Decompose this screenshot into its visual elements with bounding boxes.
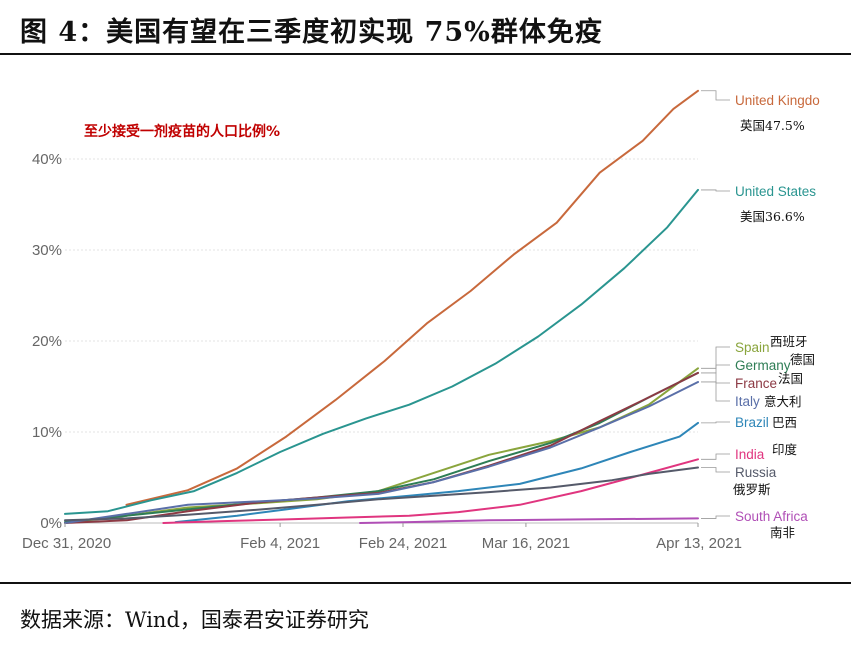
series-line-brazil xyxy=(174,421,699,524)
series-label-cn: 美国36.6% xyxy=(740,209,805,224)
series-label: Russia xyxy=(735,465,777,480)
vaccination-line-chart: 0% 10% 20% 30% 40% Dec 31, 2020 Feb 4, 2021 Fe… xyxy=(22,89,820,552)
series-label: United States xyxy=(735,184,816,199)
series-line-united-kingdom xyxy=(125,89,699,506)
series-label: India xyxy=(735,447,765,462)
series-line-russia xyxy=(64,466,699,522)
label-leader-line xyxy=(701,364,730,374)
figure-title: 图 4：美国有望在三季度初实现 75%群体免疫 xyxy=(20,17,603,48)
y-axis-labels: 0% 10% 20% 30% 40% xyxy=(32,151,62,532)
y-tick-label: 40% xyxy=(32,151,62,168)
series-label: Italy xyxy=(735,394,760,409)
series-line-germany xyxy=(64,371,699,524)
series-labels: United Kingdo 英国47.5% United States 美国36.6%… xyxy=(701,90,820,540)
y-tick-label: 0% xyxy=(40,515,62,532)
series-label: United Kingdo xyxy=(735,93,820,108)
series-label-cn: 俄罗斯 xyxy=(733,482,771,497)
series-label-cn: 英国47.5% xyxy=(740,118,805,133)
series-label: South Africa xyxy=(735,509,808,524)
series-line-italy xyxy=(64,381,699,524)
label-leader-line xyxy=(701,372,730,384)
series-label-cn: 意大利 xyxy=(764,394,802,409)
x-tick-label: Feb 4, 2021 xyxy=(240,535,320,552)
label-leader-line xyxy=(701,515,730,519)
series-line-france xyxy=(64,371,699,524)
chart-annotation: 至少接受一剂疫苗的人口比例% xyxy=(84,123,280,140)
x-tick-label: Dec 31, 2020 xyxy=(22,535,111,552)
series-label-cn: 印度 xyxy=(772,442,798,457)
y-tick-label: 10% xyxy=(32,424,62,441)
series-lines xyxy=(64,89,699,524)
series-label: Germany xyxy=(735,358,791,373)
source-rule xyxy=(0,582,851,584)
series-label-cn: 南非 xyxy=(770,525,795,540)
y-tick-label: 30% xyxy=(32,242,62,259)
x-tick-label: Apr 13, 2021 xyxy=(656,535,742,552)
series-label-cn: 德国 xyxy=(790,352,815,367)
y-tick-label: 20% xyxy=(32,333,62,350)
series-label-cn: 西班牙 xyxy=(770,334,808,349)
series-line-south-africa xyxy=(359,517,699,524)
series-line-united-states xyxy=(64,188,699,515)
title-rule xyxy=(0,53,851,55)
data-source: 数据来源：Wind，国泰君安证券研究 xyxy=(20,608,369,632)
series-label-cn: 巴西 xyxy=(772,415,797,430)
x-tick-label: Mar 16, 2021 xyxy=(482,535,570,552)
label-leader-line xyxy=(701,421,730,424)
series-label: Brazil xyxy=(735,415,769,430)
label-leader-line xyxy=(701,381,730,402)
series-line-india xyxy=(162,458,699,524)
x-axis-labels: Dec 31, 2020 Feb 4, 2021 Feb 24, 2021 Mar 1… xyxy=(22,523,742,552)
x-tick-label: Feb 24, 2021 xyxy=(359,535,447,552)
gridlines xyxy=(65,158,698,524)
series-label: France xyxy=(735,376,777,391)
label-leader-line xyxy=(701,90,730,101)
label-leader-line xyxy=(701,189,730,192)
label-leader-line xyxy=(701,346,730,369)
series-label: Spain xyxy=(735,340,770,355)
series-label-cn: 法国 xyxy=(778,371,803,386)
label-leader-line xyxy=(701,467,730,473)
label-leader-line xyxy=(701,453,730,460)
